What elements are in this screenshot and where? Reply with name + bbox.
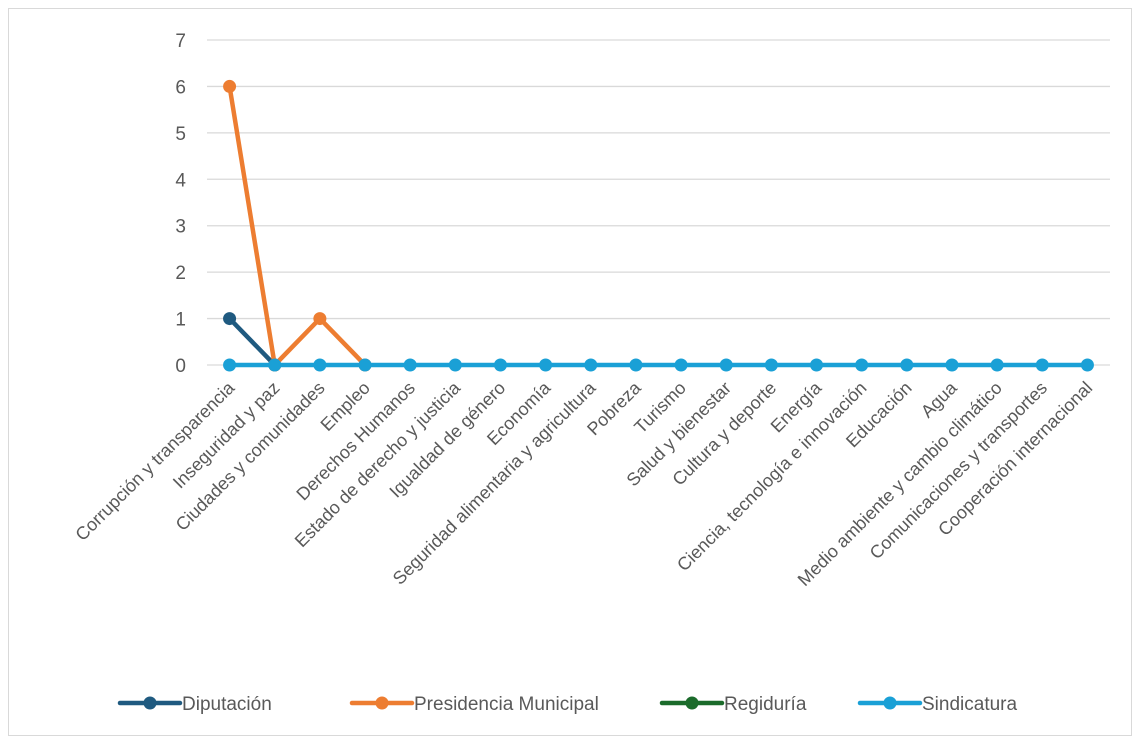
- chart-frame: [8, 8, 1132, 736]
- y-tick-label: 4: [175, 170, 186, 191]
- data-point: [900, 358, 914, 372]
- legend-swatch-marker: [143, 696, 157, 710]
- data-point: [358, 358, 372, 372]
- series-lines: [223, 79, 1094, 372]
- legend-swatch-marker: [883, 696, 897, 710]
- data-point: [268, 358, 282, 372]
- legend-item: Presidencia Municipal: [349, 694, 599, 715]
- data-point: [810, 358, 824, 372]
- y-tick-label: 2: [175, 263, 186, 284]
- y-axis-ticks: 0 1 2 3 4 5 6 7: [175, 31, 186, 377]
- y-tick-label: 3: [175, 217, 186, 238]
- y-tick-label: 1: [175, 310, 186, 331]
- y-tick-label: 5: [175, 124, 186, 145]
- data-point: [674, 358, 688, 372]
- legend-label: Regiduría: [724, 694, 807, 715]
- series-line: [227, 84, 368, 368]
- data-point: [629, 358, 643, 372]
- gridlines: [207, 39, 1110, 366]
- data-point: [223, 312, 237, 326]
- legend-item: Sindicatura: [857, 694, 1017, 715]
- data-point: [990, 358, 1004, 372]
- y-tick-label: 7: [175, 31, 186, 52]
- legend-label: Presidencia Municipal: [414, 694, 599, 715]
- data-point: [539, 358, 553, 372]
- data-point: [223, 79, 237, 93]
- y-tick-label: 0: [175, 356, 186, 377]
- series-line: [227, 316, 277, 368]
- data-point: [1080, 358, 1094, 372]
- legend-label: Diputación: [182, 694, 272, 715]
- data-point: [945, 358, 959, 372]
- legend-item: Diputación: [117, 694, 272, 715]
- series-3: [223, 358, 1094, 372]
- legend-swatch-marker: [375, 696, 389, 710]
- y-tick-label: 6: [175, 77, 186, 98]
- data-point: [448, 358, 462, 372]
- data-point: [584, 358, 598, 372]
- data-point: [403, 358, 417, 372]
- legend-item: Regiduría: [659, 694, 807, 715]
- legend: Diputación Presidencia Municipal Regiduría…: [117, 694, 1017, 715]
- legend-label: Sindicatura: [922, 694, 1017, 715]
- data-point: [493, 358, 507, 372]
- data-point: [764, 358, 778, 372]
- data-point: [313, 312, 327, 326]
- data-point: [1035, 358, 1049, 372]
- data-point: [313, 358, 327, 372]
- data-point: [855, 358, 869, 372]
- data-point: [719, 358, 733, 372]
- data-point: [223, 358, 237, 372]
- legend-swatch-marker: [685, 696, 699, 710]
